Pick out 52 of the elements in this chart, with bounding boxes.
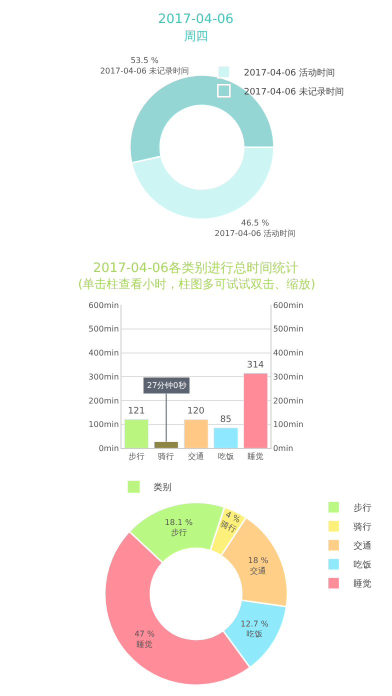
x-tick-label: 吃饭 [218, 452, 234, 461]
data-label: 46.5 % [241, 218, 270, 228]
slice-label: 步行 [170, 528, 187, 538]
legend-label: 2017-04-06 活动时间 [244, 67, 336, 78]
x-tick-label: 步行 [128, 452, 144, 461]
slice-label: 睡觉 [136, 640, 153, 649]
bar [243, 373, 268, 448]
data-label: 18.1 % [164, 518, 194, 527]
slice-label: 2017-04-06 未记录时间 [100, 66, 190, 76]
data-label: 120 [187, 406, 205, 417]
legend-label: 步行 [354, 502, 372, 514]
data-label: 314 [246, 360, 264, 370]
slice-label: 吃饭 [246, 630, 263, 639]
y2-tick-label: 100min [273, 420, 304, 430]
data-label: 47 % [134, 630, 156, 639]
y-tick-label: 600min [88, 300, 119, 310]
y-tick-label: 0min [98, 444, 119, 453]
data-label: 85 [220, 414, 232, 425]
y2-tick-label: 300min [273, 372, 304, 382]
chart-subtitle: (单击柱查看小时，柱图多可试试双击、缩放) [78, 277, 316, 291]
y-tick-label: 300min [88, 372, 119, 382]
annotation: 27分钟0秒 [147, 381, 186, 390]
chart-title: 2017-04-06 [158, 12, 234, 27]
y2-tick-label: 400min [273, 348, 304, 358]
data-label: 12.7 % [240, 619, 269, 628]
slice-label: 2017-04-06 活动时间 [214, 229, 296, 238]
y-tick-label: 500min [88, 324, 119, 334]
x-tick-label: 睡觉 [248, 452, 264, 461]
legend-label: 类别 [154, 482, 172, 494]
y-tick-label: 200min [88, 396, 119, 406]
x-tick-label: 交通 [188, 452, 204, 461]
bar [184, 419, 208, 448]
y-tick-label: 100min [88, 420, 119, 430]
y2-tick-label: 200min [273, 396, 304, 406]
legend-label: 吃饭 [354, 560, 372, 571]
chart-subtitle: 周四 [184, 29, 208, 43]
x-tick-label: 骑行 [158, 452, 174, 461]
legend-label: 骑行 [354, 522, 372, 533]
data-label: 53.5 % [130, 56, 159, 66]
y-tick-label: 400min [88, 348, 119, 358]
y2-tick-label: 0min [273, 444, 294, 453]
data-label: 18 % [248, 556, 269, 565]
y2-tick-label: 500min [273, 324, 304, 334]
bar [124, 419, 149, 448]
slice-label: 交通 [250, 566, 266, 576]
y2-tick-label: 600min [273, 300, 304, 310]
bar [154, 441, 178, 448]
legend-label: 睡觉 [354, 578, 372, 590]
legend-label: 交通 [354, 540, 372, 552]
bar [214, 428, 238, 448]
data-label: 121 [128, 406, 146, 416]
chart-title: 2017-04-06各类别进行总时间统计 [93, 261, 299, 276]
